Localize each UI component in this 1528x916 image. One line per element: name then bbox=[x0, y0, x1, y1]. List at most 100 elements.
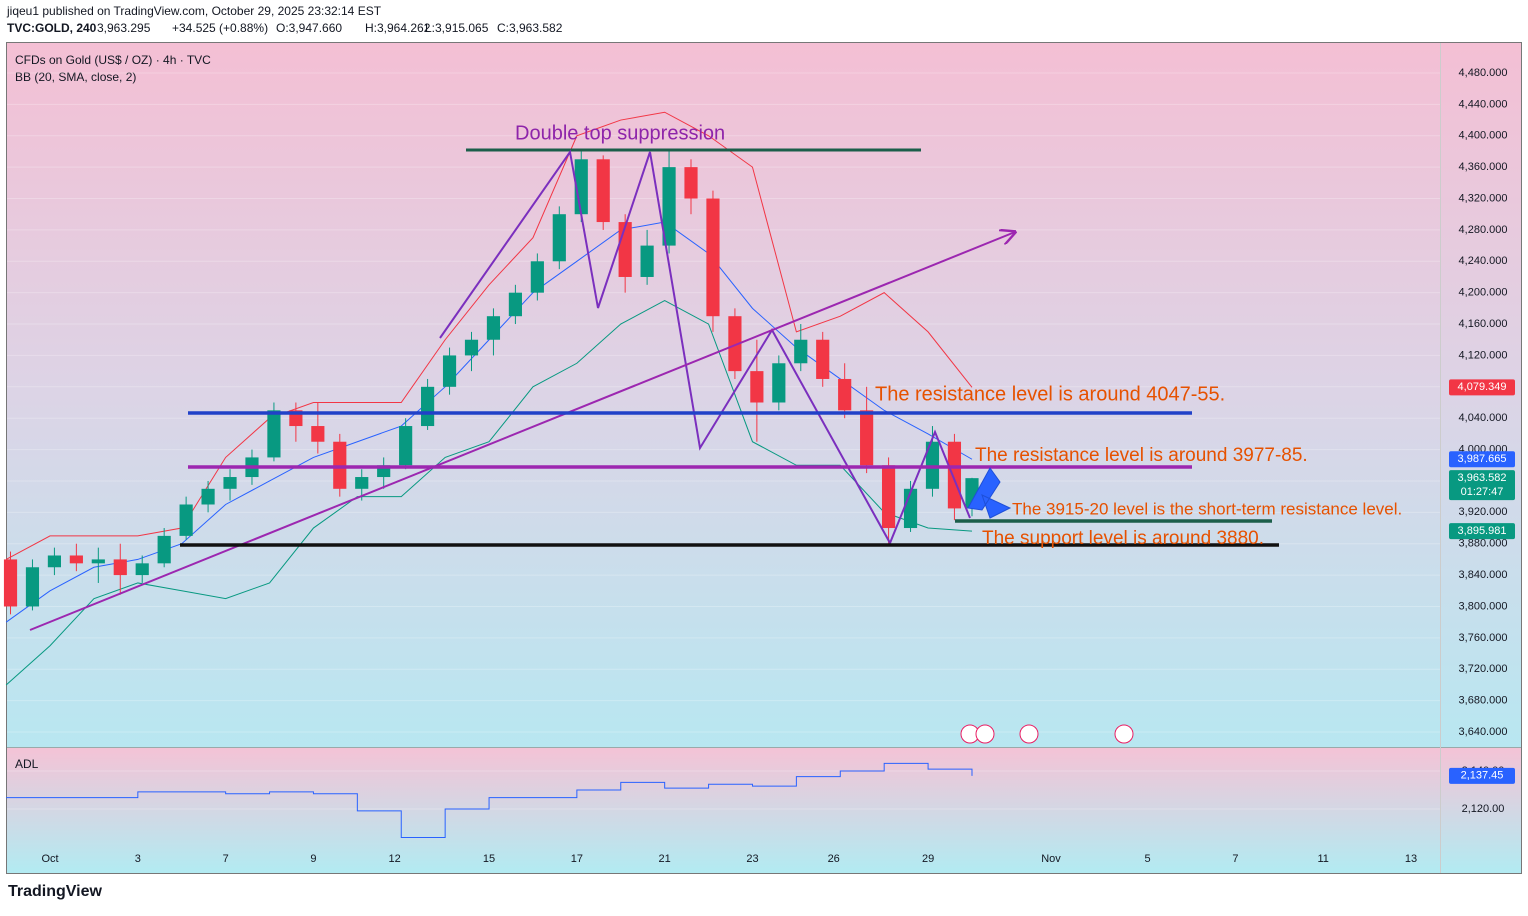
countdown: 01:27:47 bbox=[1461, 486, 1504, 498]
y-tick-label: 4,040.000 bbox=[1459, 412, 1508, 424]
y-tick-label: 4,360.000 bbox=[1459, 161, 1508, 173]
last: 3,963.295 bbox=[97, 21, 151, 35]
candle-body bbox=[311, 426, 325, 442]
candle-body bbox=[750, 371, 764, 403]
x-tick-label: 12 bbox=[389, 853, 401, 865]
x-tick-label: 7 bbox=[223, 853, 229, 865]
candle-body bbox=[706, 198, 720, 317]
ohlc-low: L:3,915.065 bbox=[425, 21, 489, 35]
adl-line bbox=[6, 762, 973, 838]
candle-body bbox=[3, 559, 18, 607]
candle-body bbox=[201, 488, 215, 505]
candle-body bbox=[552, 214, 566, 262]
y-tick-label: 3,840.000 bbox=[1459, 569, 1508, 581]
publisher: jiqeu1 published on TradingView.com, Oct… bbox=[6, 4, 382, 18]
x-tick-label: 3 bbox=[135, 853, 141, 865]
annotation: The resistance level is around 4047-55. bbox=[875, 383, 1225, 405]
candle-body bbox=[728, 316, 742, 372]
x-tick-label: 21 bbox=[659, 853, 671, 865]
y-tick-label: 3,880.000 bbox=[1459, 538, 1508, 550]
event-icon bbox=[975, 724, 995, 744]
y-tick-label: 4,480.000 bbox=[1459, 67, 1508, 79]
price-tag bbox=[1449, 523, 1515, 540]
candle-body bbox=[179, 504, 193, 536]
x-tick-label: 13 bbox=[1405, 853, 1417, 865]
candle-body bbox=[267, 410, 281, 458]
candle-body bbox=[838, 378, 852, 411]
x-tick-label: 23 bbox=[746, 853, 758, 865]
price-tag bbox=[1449, 767, 1515, 784]
event-icon bbox=[1114, 724, 1134, 744]
price-tag-label: 2,137.45 bbox=[1461, 770, 1504, 782]
candle-body bbox=[399, 426, 413, 466]
x-tick-label: 11 bbox=[1318, 853, 1329, 865]
drawings bbox=[29, 148, 1279, 744]
y-tick-label: 4,400.000 bbox=[1459, 130, 1508, 142]
annotation: The support level is around 3880. bbox=[982, 528, 1264, 549]
y-tick-label: 4,160.000 bbox=[1459, 318, 1508, 330]
price-tag-label: 3,987.665 bbox=[1458, 453, 1507, 465]
candle-body bbox=[881, 465, 896, 529]
price-tag-label: 3,895.981 bbox=[1458, 525, 1507, 537]
y-tick-label: 3,800.000 bbox=[1459, 600, 1508, 612]
candle-body bbox=[157, 535, 171, 564]
y-tick-label: 4,440.000 bbox=[1459, 98, 1508, 110]
candle-body bbox=[618, 222, 632, 277]
candle-body bbox=[421, 386, 435, 427]
candle-body bbox=[223, 477, 237, 489]
x-tick-label: 15 bbox=[483, 853, 495, 865]
candle-body bbox=[91, 559, 105, 564]
y-tick-label: 4,320.000 bbox=[1459, 192, 1508, 204]
price-tag-label: 3,963.582 bbox=[1458, 472, 1507, 484]
chart-title: CFDs on Gold (US$ / OZ) · 4h · TVC bbox=[15, 53, 211, 67]
candle-body bbox=[860, 410, 874, 466]
x-tick-label: 17 bbox=[571, 853, 583, 865]
band-line bbox=[5, 111, 973, 560]
price-tag-label: 4,079.349 bbox=[1458, 381, 1507, 393]
x-tick-label: Nov bbox=[1041, 853, 1061, 865]
x-tick-label: 29 bbox=[922, 853, 934, 865]
candle-body bbox=[947, 441, 962, 509]
y-tick-label: 3,760.000 bbox=[1459, 632, 1508, 644]
y-tick-label: 3,680.000 bbox=[1459, 695, 1508, 707]
candle-body bbox=[464, 339, 479, 356]
candle-body bbox=[47, 555, 62, 568]
y-tick-label: 3,640.000 bbox=[1459, 726, 1508, 738]
y-tick-label: 4,240.000 bbox=[1459, 255, 1508, 267]
candle-body bbox=[530, 261, 544, 293]
annotation: Double top suppression bbox=[515, 122, 725, 144]
ohlc-open: O:3,947.660 bbox=[276, 21, 342, 35]
candle-body bbox=[772, 363, 786, 403]
price-tag bbox=[1449, 451, 1515, 468]
candle-body bbox=[662, 167, 676, 246]
candle-body bbox=[684, 167, 698, 199]
x-tick-label: 9 bbox=[310, 853, 316, 865]
zigzag bbox=[439, 149, 971, 546]
candle-body bbox=[816, 339, 830, 379]
annotation: The 3915-20 level is the short-term resi… bbox=[1012, 499, 1402, 518]
x-tick-label: 7 bbox=[1232, 853, 1238, 865]
event-icon bbox=[1019, 724, 1039, 744]
y-tick-label: 4,120.000 bbox=[1459, 349, 1508, 361]
indicator: BB (20, SMA, close, 2) bbox=[15, 70, 136, 84]
x-tick-label: Oct bbox=[41, 853, 58, 865]
y-tick-label: 3,720.000 bbox=[1459, 663, 1508, 675]
adl-title: ADL bbox=[15, 757, 39, 771]
candle-body bbox=[486, 316, 501, 340]
y-tick-label: 3,920.000 bbox=[1459, 506, 1508, 518]
candle-body bbox=[25, 567, 40, 607]
candle-body bbox=[794, 339, 808, 364]
candle-body bbox=[69, 555, 83, 564]
border bbox=[6, 42, 1522, 874]
change: +34.525 (+0.88%) bbox=[172, 21, 268, 35]
candle-body bbox=[113, 559, 127, 576]
adl-pane bbox=[7, 748, 1521, 873]
candle-body bbox=[640, 245, 654, 277]
trend-line bbox=[29, 232, 1015, 631]
candle-body bbox=[442, 355, 457, 387]
y-tick-label: 4,280.000 bbox=[1459, 224, 1508, 236]
logo: TradingView bbox=[8, 883, 103, 900]
price-tag bbox=[1449, 470, 1515, 501]
